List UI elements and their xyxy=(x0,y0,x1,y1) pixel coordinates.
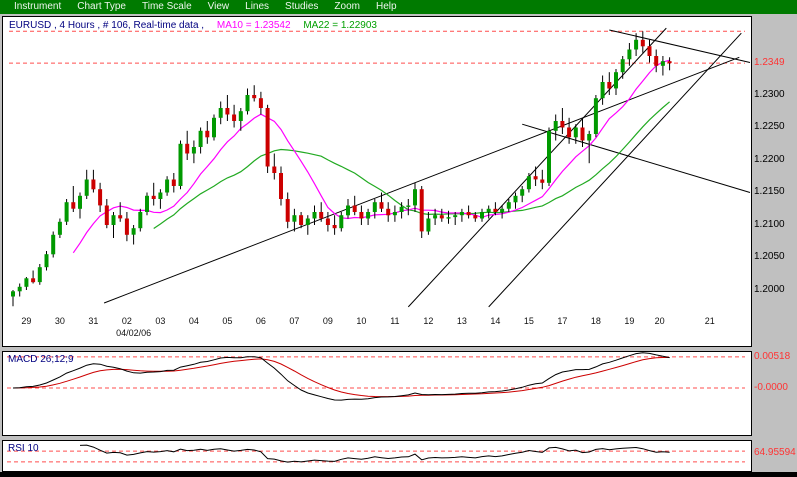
rsi-title: RSI 10 xyxy=(8,443,39,454)
svg-text:15: 15 xyxy=(524,316,534,326)
menu-bar: Instrument Chart Type Time Scale View Li… xyxy=(0,0,797,14)
value-axis-column: 1.2349 1.2300 1.2250 1.2200 1.2150 1.2100 1.20… xyxy=(753,0,797,477)
svg-text:14: 14 xyxy=(490,316,500,326)
menu-chart-type[interactable]: Chart Type xyxy=(77,1,126,12)
svg-text:09: 09 xyxy=(323,316,333,326)
svg-text:19: 19 xyxy=(624,316,634,326)
axis-current-value: -0.0000 xyxy=(754,382,788,393)
bottom-border-bar xyxy=(0,472,797,477)
macd-title: MACD 26;12;9 xyxy=(8,354,74,365)
menu-instrument[interactable]: Instrument xyxy=(14,1,62,12)
svg-text:02: 02 xyxy=(122,316,132,326)
svg-text:05: 05 xyxy=(222,316,232,326)
menu-help[interactable]: Help xyxy=(375,1,397,12)
svg-text:03: 03 xyxy=(155,316,165,326)
chart-title: EURUSD , 4 Hours , # 106, Real-time data… xyxy=(9,20,205,31)
svg-text:07: 07 xyxy=(289,316,299,326)
svg-text:17: 17 xyxy=(557,316,567,326)
rsi-canvas[interactable] xyxy=(3,441,751,471)
svg-text:29: 29 xyxy=(21,316,31,326)
svg-text:10: 10 xyxy=(356,316,366,326)
menu-time-scale[interactable]: Time Scale xyxy=(141,1,192,12)
ma22-value: MA22 = 1.22903 xyxy=(303,20,377,31)
ma10-value: MA10 = 1.23542 xyxy=(216,20,291,31)
svg-text:13: 13 xyxy=(457,316,467,326)
price-tick-label: 1.2300 xyxy=(754,89,785,100)
macd-canvas[interactable] xyxy=(3,352,751,435)
svg-text:04: 04 xyxy=(189,316,199,326)
axis-current-value: 64.95594 xyxy=(754,447,796,458)
svg-text:18: 18 xyxy=(591,316,601,326)
svg-text:30: 30 xyxy=(55,316,65,326)
menu-studies[interactable]: Studies xyxy=(285,1,319,12)
price-chart-panel[interactable]: EURUSD , 4 Hours , # 106, Real-time data… xyxy=(2,16,752,347)
axis-current-value: 1.2349 xyxy=(754,57,785,68)
price-tick-label: 1.2000 xyxy=(754,284,785,295)
menu-view[interactable]: View xyxy=(207,1,230,12)
price-tick-label: 1.2200 xyxy=(754,154,785,165)
price-tick-label: 1.2050 xyxy=(754,251,785,262)
svg-text:21: 21 xyxy=(705,316,715,326)
svg-text:06: 06 xyxy=(256,316,266,326)
svg-text:04/02/06: 04/02/06 xyxy=(116,328,151,338)
price-tick-label: 1.2250 xyxy=(754,121,785,132)
price-chart-canvas[interactable]: 29 30 31 02 03 04 05 06 07 09 10 11 12 13 14 15 17 18 19 20… xyxy=(3,17,751,346)
axis-current-value: 0.00518 xyxy=(754,351,791,362)
macd-panel[interactable]: MACD 26;12;9 xyxy=(2,351,752,436)
price-tick-label: 1.2150 xyxy=(754,186,785,197)
svg-text:31: 31 xyxy=(88,316,98,326)
menu-lines[interactable]: Lines xyxy=(245,1,270,12)
menu-zoom[interactable]: Zoom xyxy=(334,1,360,12)
svg-text:11: 11 xyxy=(390,316,399,326)
chart-header: EURUSD , 4 Hours , # 106, Real-time data… xyxy=(9,20,387,31)
price-tick-label: 1.2100 xyxy=(754,219,785,230)
svg-text:12: 12 xyxy=(423,316,433,326)
rsi-panel[interactable]: RSI 10 xyxy=(2,440,752,472)
svg-text:20: 20 xyxy=(655,316,665,326)
